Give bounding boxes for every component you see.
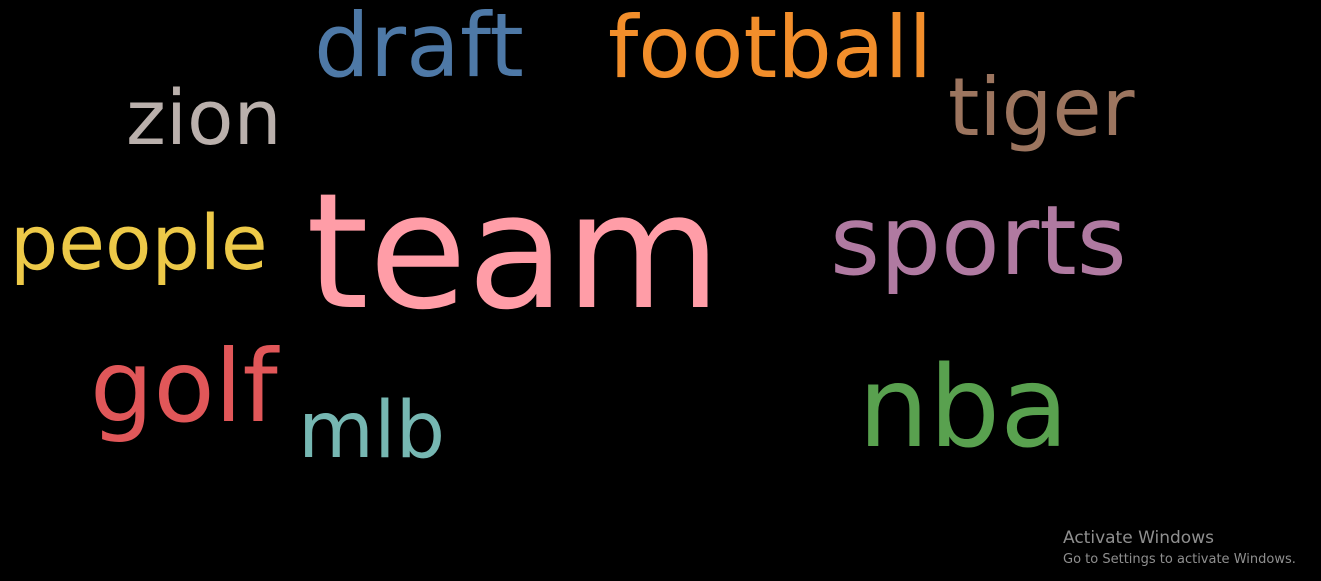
word-draft: draft: [314, 0, 524, 97]
watermark-subtitle: Go to Settings to activate Windows.: [1063, 552, 1296, 567]
word-mlb: mlb: [298, 386, 446, 476]
activate-windows-watermark: Activate Windows Go to Settings to activ…: [1063, 528, 1296, 569]
word-golf: golf: [90, 328, 278, 445]
watermark-title: Activate Windows: [1063, 528, 1214, 548]
word-nba: nba: [858, 343, 1069, 473]
word-zion: zion: [126, 73, 282, 162]
word-football: football: [608, 0, 933, 98]
word-tiger: tiger: [948, 61, 1135, 154]
word-team: team: [306, 158, 722, 345]
word-sports: sports: [830, 185, 1127, 297]
word-people: people: [10, 198, 268, 287]
